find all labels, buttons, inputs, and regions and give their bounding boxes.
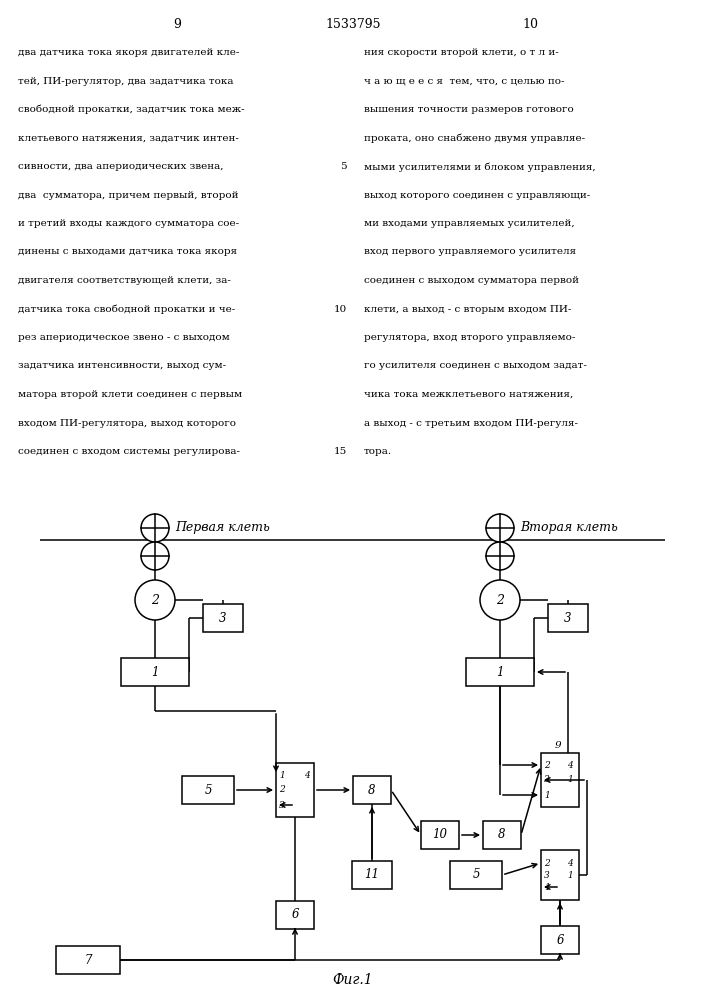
Text: 1: 1 bbox=[279, 770, 285, 780]
FancyBboxPatch shape bbox=[483, 821, 521, 849]
Text: вход первого управляемого усилителя: вход первого управляемого усилителя bbox=[364, 247, 576, 256]
Text: 7: 7 bbox=[84, 954, 92, 966]
Text: и третий входы каждого сумматора сое-: и третий входы каждого сумматора сое- bbox=[18, 219, 239, 228]
Text: Вторая клеть: Вторая клеть bbox=[520, 522, 618, 534]
Text: а выход - с третьим входом ПИ-регуля-: а выход - с третьим входом ПИ-регуля- bbox=[364, 418, 578, 428]
Text: тора.: тора. bbox=[364, 447, 392, 456]
Text: чика тока межклетьевого натяжения,: чика тока межклетьевого натяжения, bbox=[364, 390, 573, 399]
Circle shape bbox=[141, 514, 169, 542]
Text: 10: 10 bbox=[433, 828, 448, 842]
Circle shape bbox=[135, 580, 175, 620]
Text: 3: 3 bbox=[279, 800, 285, 810]
Text: 4: 4 bbox=[567, 760, 573, 770]
Text: 10: 10 bbox=[522, 18, 538, 31]
Text: регулятора, вход второго управляемо-: регулятора, вход второго управляемо- bbox=[364, 333, 575, 342]
Text: 3: 3 bbox=[544, 870, 550, 880]
Text: 6: 6 bbox=[291, 908, 299, 922]
Text: го усилителя соединен с выходом задат-: го усилителя соединен с выходом задат- bbox=[364, 361, 587, 370]
Text: 3: 3 bbox=[219, 611, 227, 624]
Text: 10: 10 bbox=[334, 304, 347, 314]
Text: 15: 15 bbox=[334, 447, 347, 456]
FancyBboxPatch shape bbox=[450, 861, 502, 889]
Text: мыми усилителями и блоком управления,: мыми усилителями и блоком управления, bbox=[364, 162, 595, 172]
Text: 3: 3 bbox=[564, 611, 572, 624]
Text: выход которого соединен с управляющи-: выход которого соединен с управляющи- bbox=[364, 190, 590, 200]
FancyBboxPatch shape bbox=[548, 604, 588, 632]
Text: клетьевого натяжения, задатчик интен-: клетьевого натяжения, задатчик интен- bbox=[18, 133, 239, 142]
Text: 9: 9 bbox=[555, 742, 561, 750]
Text: сивности, два апериодических звена,: сивности, два апериодических звена, bbox=[18, 162, 223, 171]
Text: Фиг.1: Фиг.1 bbox=[333, 973, 373, 987]
Text: двигателя соответствующей клети, за-: двигателя соответствующей клети, за- bbox=[18, 276, 231, 285]
FancyBboxPatch shape bbox=[56, 946, 120, 974]
Text: два датчика тока якоря двигателей кле-: два датчика тока якоря двигателей кле- bbox=[18, 48, 240, 57]
Text: соединен с выходом сумматора первой: соединен с выходом сумматора первой bbox=[364, 276, 579, 285]
Text: ч а ю щ е е с я  тем, что, с целью по-: ч а ю щ е е с я тем, что, с целью по- bbox=[364, 77, 564, 86]
Text: входом ПИ-регулятора, выход которого: входом ПИ-регулятора, выход которого bbox=[18, 418, 236, 428]
Text: проката, оно снабжено двумя управляе-: проката, оно снабжено двумя управляе- bbox=[364, 133, 585, 143]
Circle shape bbox=[486, 542, 514, 570]
Circle shape bbox=[141, 542, 169, 570]
FancyBboxPatch shape bbox=[276, 901, 314, 929]
FancyBboxPatch shape bbox=[203, 604, 243, 632]
FancyBboxPatch shape bbox=[182, 776, 234, 804]
FancyBboxPatch shape bbox=[276, 763, 314, 817]
FancyBboxPatch shape bbox=[541, 850, 579, 900]
Text: 2: 2 bbox=[544, 760, 550, 770]
Text: ми входами управляемых усилителей,: ми входами управляемых усилителей, bbox=[364, 219, 575, 228]
Text: 8: 8 bbox=[368, 784, 375, 796]
FancyBboxPatch shape bbox=[352, 861, 392, 889]
Text: 3: 3 bbox=[544, 776, 550, 784]
FancyBboxPatch shape bbox=[541, 926, 579, 954]
FancyBboxPatch shape bbox=[121, 658, 189, 686]
Text: 8: 8 bbox=[498, 828, 506, 842]
Text: датчика тока свободной прокатки и че-: датчика тока свободной прокатки и че- bbox=[18, 304, 235, 314]
Text: 4: 4 bbox=[567, 858, 573, 867]
Text: 1: 1 bbox=[496, 666, 504, 678]
Circle shape bbox=[486, 514, 514, 542]
Text: 5: 5 bbox=[472, 868, 480, 882]
Text: 1: 1 bbox=[567, 870, 573, 880]
Text: 1: 1 bbox=[544, 790, 550, 800]
Text: матора второй клети соединен с первым: матора второй клети соединен с первым bbox=[18, 390, 242, 399]
Text: клети, а выход - с вторым входом ПИ-: клети, а выход - с вторым входом ПИ- bbox=[364, 304, 571, 314]
Text: рез апериодическое звено - с выходом: рез апериодическое звено - с выходом bbox=[18, 333, 230, 342]
Circle shape bbox=[480, 580, 520, 620]
Text: 4: 4 bbox=[304, 770, 310, 780]
Text: 5: 5 bbox=[204, 784, 212, 796]
Text: 1: 1 bbox=[544, 882, 550, 892]
Text: ния скорости второй клети, о т л и-: ния скорости второй клети, о т л и- bbox=[364, 48, 559, 57]
FancyBboxPatch shape bbox=[541, 753, 579, 807]
Text: 1: 1 bbox=[151, 666, 159, 678]
Text: 5: 5 bbox=[340, 162, 347, 171]
FancyBboxPatch shape bbox=[421, 821, 459, 849]
Text: Первая клеть: Первая клеть bbox=[175, 522, 270, 534]
Text: 11: 11 bbox=[365, 868, 380, 882]
Text: динены с выходами датчика тока якоря: динены с выходами датчика тока якоря bbox=[18, 247, 237, 256]
Text: 2: 2 bbox=[279, 786, 285, 794]
Text: тей, ПИ-регулятор, два задатчика тока: тей, ПИ-регулятор, два задатчика тока bbox=[18, 77, 233, 86]
FancyBboxPatch shape bbox=[466, 658, 534, 686]
Text: 1: 1 bbox=[567, 776, 573, 784]
Text: 1533795: 1533795 bbox=[325, 18, 381, 31]
Text: 9: 9 bbox=[173, 18, 181, 31]
Text: 6: 6 bbox=[556, 934, 563, 946]
Text: два  сумматора, причем первый, второй: два сумматора, причем первый, второй bbox=[18, 190, 238, 200]
Text: 2: 2 bbox=[151, 593, 159, 606]
FancyBboxPatch shape bbox=[353, 776, 391, 804]
Text: 2: 2 bbox=[544, 858, 550, 867]
Text: свободной прокатки, задатчик тока меж-: свободной прокатки, задатчик тока меж- bbox=[18, 105, 245, 114]
Text: вышения точности размеров готового: вышения точности размеров готового bbox=[364, 105, 574, 114]
Text: 2: 2 bbox=[496, 593, 504, 606]
Text: соединен с входом системы регулирова-: соединен с входом системы регулирова- bbox=[18, 447, 240, 456]
Text: задатчика интенсивности, выход сум-: задатчика интенсивности, выход сум- bbox=[18, 361, 226, 370]
